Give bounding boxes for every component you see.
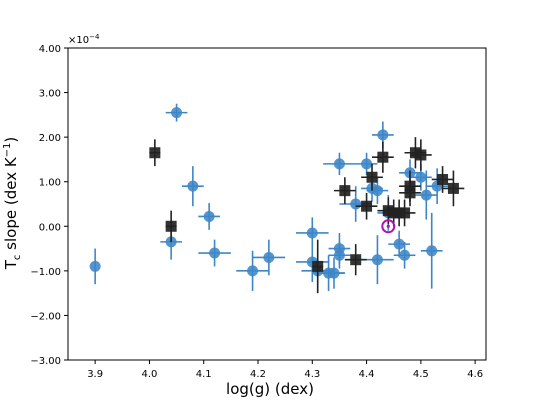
circle-data-point	[198, 239, 231, 267]
square-data-point	[355, 192, 378, 220]
circle-marker	[361, 158, 373, 170]
y-tick-label: −1.00	[30, 267, 61, 278]
x-axis-ticks: 3.9 4.0 4.1 4.2 4.3 4.4 4.5 4.6	[87, 360, 483, 380]
x-axis-label: log(g) (dex)	[226, 380, 314, 398]
y-tick-label: −2.00	[30, 311, 61, 322]
x-tick-label: 4.0	[141, 369, 157, 380]
square-data-point	[393, 199, 416, 227]
square-marker	[165, 220, 177, 232]
x-tick-label: 4.3	[304, 369, 320, 380]
y-axis-ticks: −3.00 −2.00 −1.00 0.00 1.00 2.00 3.00 4.00	[30, 44, 68, 367]
square-data-point	[312, 239, 324, 294]
circle-marker	[203, 210, 215, 222]
circle-data-point	[323, 257, 345, 289]
plot-area-frame	[67, 47, 487, 361]
circle-marker	[371, 185, 383, 197]
x-tick-label: 4.1	[196, 369, 212, 380]
square-marker	[399, 207, 411, 219]
circle-marker	[171, 107, 183, 119]
y-tick-label: −3.00	[30, 356, 61, 367]
circle-marker	[377, 129, 389, 141]
axes-frame	[67, 47, 487, 361]
y-tick-label: 3.00	[39, 89, 61, 100]
circle-marker	[420, 189, 432, 201]
square-data-point	[372, 141, 394, 173]
data-points	[89, 103, 465, 294]
circle-data-point	[296, 217, 329, 249]
circle-marker	[89, 260, 101, 272]
square-data-point	[442, 170, 465, 207]
circle-data-point	[252, 239, 286, 276]
square-data-point	[344, 244, 367, 276]
circle-marker	[371, 254, 383, 266]
y-tick-label: 1.00	[39, 178, 61, 189]
square-data-point	[410, 139, 432, 171]
circle-marker	[333, 158, 345, 170]
square-marker	[312, 260, 324, 272]
square-marker	[350, 254, 362, 266]
circle-marker	[247, 265, 259, 277]
circle-marker	[187, 180, 199, 192]
square-marker	[404, 180, 416, 192]
circle-data-point	[393, 241, 416, 269]
y-tick-label: 2.00	[39, 133, 61, 144]
square-data-point	[399, 170, 421, 202]
circle-marker	[350, 198, 362, 210]
y-tick-label: 4.00	[39, 44, 61, 55]
circle-marker	[328, 267, 340, 279]
square-marker	[366, 171, 378, 183]
y-tick-label: 0.00	[39, 222, 61, 233]
y-axis-label: Tc slope (dex K−1)	[2, 137, 23, 271]
square-marker	[377, 151, 389, 163]
circle-marker	[426, 245, 438, 257]
x-tick-label: 4.4	[359, 369, 375, 380]
circle-marker	[399, 249, 411, 261]
square-marker	[361, 200, 373, 212]
sun-ring	[381, 219, 396, 234]
circle-data-point	[361, 235, 394, 285]
circle-marker	[209, 247, 221, 259]
circle-data-point	[328, 241, 351, 269]
circle-data-point	[89, 248, 101, 285]
y-axis-multiplier: ×10−4	[68, 33, 100, 46]
circle-marker	[393, 238, 405, 250]
sun-symbol-icon	[381, 219, 396, 234]
circle-data-point	[420, 212, 443, 289]
circle-data-point	[165, 103, 188, 122]
x-tick-label: 4.2	[250, 369, 266, 380]
circle-data-point	[415, 170, 438, 220]
square-data-point	[149, 139, 161, 167]
square-data-point	[334, 177, 356, 204]
sun-center-dot	[386, 224, 390, 228]
square-marker	[149, 147, 161, 159]
circle-marker	[333, 249, 345, 261]
square-data-point	[165, 210, 177, 242]
x-tick-label: 4.5	[413, 369, 429, 380]
x-tick-label: 4.6	[467, 369, 483, 380]
square-marker	[437, 173, 449, 185]
circle-marker	[415, 171, 427, 183]
circle-data-point	[323, 152, 356, 176]
square-marker	[415, 149, 427, 161]
square-marker	[339, 185, 351, 197]
square-marker	[447, 182, 459, 194]
circle-data-point	[388, 230, 410, 258]
circle-marker	[263, 251, 275, 263]
circle-data-point	[182, 166, 204, 207]
circle-data-point	[355, 152, 378, 176]
sun-marker-layer	[381, 219, 396, 234]
x-tick-label: 3.9	[87, 369, 103, 380]
circle-marker	[306, 227, 318, 239]
square-data-point	[361, 163, 383, 191]
circle-data-point	[198, 203, 220, 230]
